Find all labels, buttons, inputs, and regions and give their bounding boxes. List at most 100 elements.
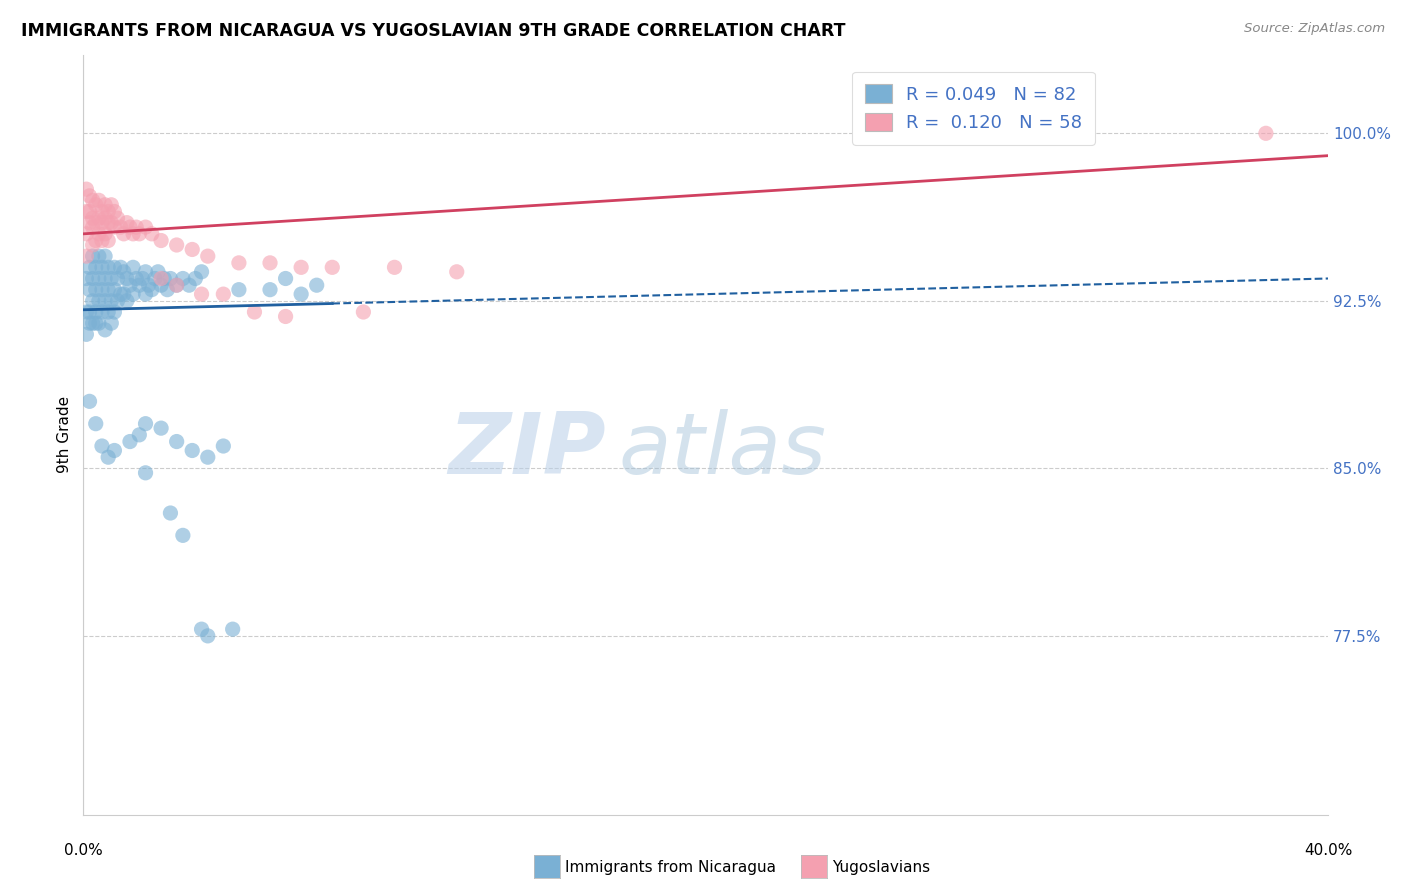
Point	[87, 211, 110, 226]
Point	[110, 287, 132, 301]
Point	[82, 293, 104, 308]
Point	[125, 271, 148, 285]
Point	[79, 204, 101, 219]
Point	[274, 310, 297, 324]
Point	[87, 316, 110, 330]
Point	[75, 305, 97, 319]
Point	[75, 271, 97, 285]
Point	[79, 283, 101, 297]
Point	[94, 198, 117, 212]
Point	[131, 271, 153, 285]
Point	[141, 283, 163, 297]
Point	[122, 287, 145, 301]
Point	[150, 271, 173, 285]
Text: 0.0%: 0.0%	[63, 843, 103, 858]
Point	[100, 316, 122, 330]
Point	[87, 249, 110, 263]
Point	[135, 220, 157, 235]
Point	[305, 278, 328, 293]
Point	[135, 287, 157, 301]
Point	[228, 283, 250, 297]
Point	[79, 216, 101, 230]
Point	[84, 260, 107, 275]
Point	[100, 271, 122, 285]
Point	[97, 234, 120, 248]
Point	[107, 271, 129, 285]
Point	[91, 204, 114, 219]
Point	[94, 211, 117, 226]
Point	[259, 256, 281, 270]
Point	[82, 194, 104, 208]
Point	[1254, 126, 1277, 140]
Text: Immigrants from Nicaragua: Immigrants from Nicaragua	[565, 860, 776, 874]
Point	[290, 287, 312, 301]
Point	[221, 622, 243, 636]
Point	[87, 194, 110, 208]
Point	[190, 622, 212, 636]
Point	[82, 316, 104, 330]
Point	[91, 305, 114, 319]
Point	[181, 443, 204, 458]
Point	[128, 278, 150, 293]
Point	[166, 434, 188, 449]
Point	[197, 249, 219, 263]
Point	[94, 227, 117, 241]
Point	[112, 287, 135, 301]
Point	[82, 238, 104, 252]
Point	[184, 271, 207, 285]
Point	[87, 227, 110, 241]
Legend: R = 0.049   N = 82, R =  0.120   N = 58: R = 0.049 N = 82, R = 0.120 N = 58	[852, 71, 1095, 145]
Point	[82, 271, 104, 285]
Point	[110, 260, 132, 275]
Point	[75, 249, 97, 263]
Point	[75, 227, 97, 241]
Point	[94, 323, 117, 337]
Text: atlas: atlas	[619, 409, 827, 491]
Text: IMMIGRANTS FROM NICARAGUA VS YUGOSLAVIAN 9TH GRADE CORRELATION CHART: IMMIGRANTS FROM NICARAGUA VS YUGOSLAVIAN…	[21, 22, 845, 40]
Point	[103, 220, 125, 235]
Point	[156, 283, 179, 297]
Point	[103, 204, 125, 219]
Point	[97, 204, 120, 219]
Point	[84, 216, 107, 230]
Point	[84, 198, 107, 212]
Point	[135, 466, 157, 480]
Point	[384, 260, 406, 275]
Point	[97, 450, 120, 465]
Point	[128, 227, 150, 241]
Point	[166, 278, 188, 293]
Point	[118, 278, 141, 293]
Point	[79, 316, 101, 330]
Point	[94, 249, 117, 263]
Point	[135, 417, 157, 431]
Point	[153, 271, 176, 285]
Point	[103, 260, 125, 275]
Point	[190, 287, 212, 301]
Point	[212, 439, 235, 453]
Point	[91, 260, 114, 275]
Point	[159, 506, 181, 520]
Point	[82, 220, 104, 235]
Point	[118, 434, 141, 449]
Point	[79, 189, 101, 203]
Point	[84, 283, 107, 297]
Point	[197, 629, 219, 643]
Point	[112, 227, 135, 241]
Text: ZIP: ZIP	[449, 409, 606, 491]
Point	[172, 528, 194, 542]
Point	[79, 394, 101, 409]
Point	[103, 443, 125, 458]
Point	[97, 305, 120, 319]
Point	[166, 238, 188, 252]
Point	[97, 216, 120, 230]
Point	[100, 198, 122, 212]
Point	[128, 427, 150, 442]
Point	[122, 260, 145, 275]
Point	[110, 220, 132, 235]
Point	[115, 293, 138, 308]
Point	[197, 450, 219, 465]
Point	[172, 271, 194, 285]
Point	[103, 283, 125, 297]
Point	[321, 260, 343, 275]
Point	[97, 260, 120, 275]
